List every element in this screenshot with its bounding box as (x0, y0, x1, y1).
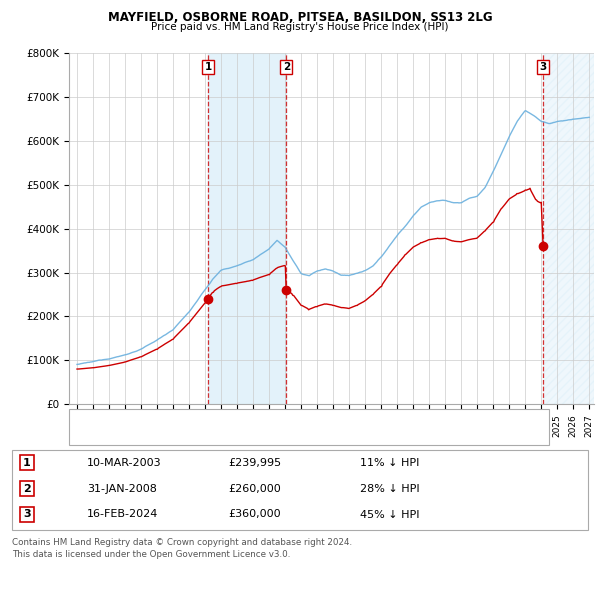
Text: 2: 2 (283, 62, 290, 72)
Text: HPI: Average price, detached house, Basildon: HPI: Average price, detached house, Basi… (106, 431, 322, 440)
Bar (208, 53, 286, 404)
Text: 16-FEB-2024: 16-FEB-2024 (87, 510, 158, 519)
Text: 28% ↓ HPI: 28% ↓ HPI (360, 484, 419, 493)
Text: 1: 1 (205, 62, 212, 72)
Text: £260,000: £260,000 (228, 484, 281, 493)
Text: 31-JAN-2008: 31-JAN-2008 (87, 484, 157, 493)
Text: This data is licensed under the Open Government Licence v3.0.: This data is licensed under the Open Gov… (12, 550, 290, 559)
Text: 1: 1 (23, 458, 31, 467)
Text: 3: 3 (539, 62, 547, 72)
Text: 3: 3 (23, 510, 31, 519)
Text: MAYFIELD, OSBORNE ROAD, PITSEA, BASILDON, SS13 2LG (detached house): MAYFIELD, OSBORNE ROAD, PITSEA, BASILDON… (106, 415, 467, 424)
Text: 2: 2 (23, 484, 31, 493)
Text: MAYFIELD, OSBORNE ROAD, PITSEA, BASILDON, SS13 2LG: MAYFIELD, OSBORNE ROAD, PITSEA, BASILDON… (107, 11, 493, 24)
Text: 11% ↓ HPI: 11% ↓ HPI (360, 458, 419, 467)
Bar (543, 53, 594, 404)
Text: Contains HM Land Registry data © Crown copyright and database right 2024.: Contains HM Land Registry data © Crown c… (12, 538, 352, 547)
Text: 45% ↓ HPI: 45% ↓ HPI (360, 510, 419, 519)
Text: Price paid vs. HM Land Registry's House Price Index (HPI): Price paid vs. HM Land Registry's House … (151, 22, 449, 32)
Text: 10-MAR-2003: 10-MAR-2003 (87, 458, 161, 467)
Text: £360,000: £360,000 (228, 510, 281, 519)
Text: £239,995: £239,995 (228, 458, 281, 467)
